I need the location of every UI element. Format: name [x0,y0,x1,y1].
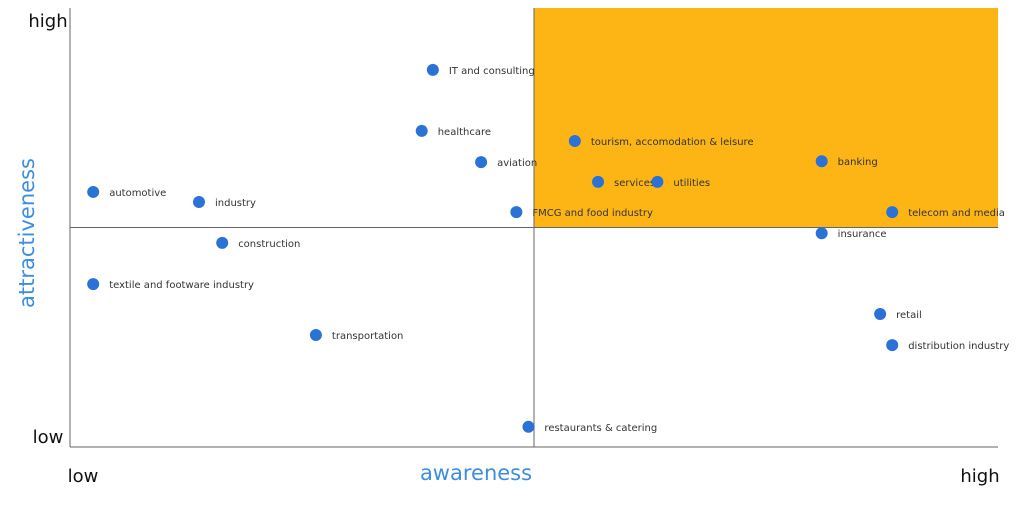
point-label: aviation [497,158,537,169]
point [510,206,523,219]
point-label: banking [838,157,878,168]
x-tick-label: high [960,466,999,487]
point-label: telecom and media [908,208,1005,219]
highlight-quadrant [534,8,998,228]
x-axis-label: awareness [420,461,532,485]
point-label: IT and consulting [449,66,535,77]
point [651,175,664,188]
point [192,196,205,209]
point-label: construction [238,239,300,250]
point-label: industry [215,198,256,209]
point [592,175,605,188]
point-label: insurance [838,229,887,240]
point [216,236,229,249]
point-label: textile and footware industry [109,280,254,291]
point [475,156,488,169]
point-label: automotive [109,188,166,199]
point [886,339,899,352]
y-axis-label: attractiveness [15,158,39,308]
point-label: healthcare [438,127,491,138]
y-tick-label: low [33,427,64,448]
point [815,155,828,168]
point [426,63,439,76]
point [309,329,322,342]
point [87,185,100,198]
point-label: services [614,178,655,189]
point-label: transportation [332,331,404,342]
point-label: retail [896,310,922,321]
point [815,227,828,240]
point-label: FMCG and food industry [532,208,653,219]
point [415,124,428,137]
point [874,307,887,320]
point-label: distribution industry [908,341,1009,352]
point [522,420,535,433]
point-label: utilities [673,178,710,189]
point-label: restaurants & catering [544,423,657,434]
y-tick-label: high [28,11,67,32]
x-tick-label: low [68,466,99,487]
point [568,135,581,148]
point [87,278,100,291]
point-label: tourism, accomodation & leisure [591,137,754,148]
point [886,206,899,219]
